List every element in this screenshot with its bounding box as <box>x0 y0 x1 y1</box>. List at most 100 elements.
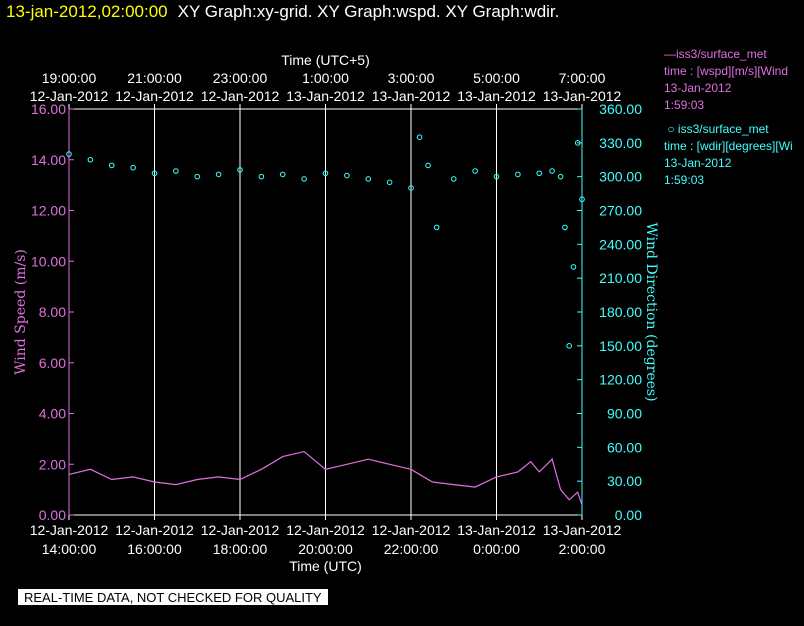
top-tick-date: 13-Jan-2012 <box>372 88 451 104</box>
right-tick-label: 120.00 <box>599 372 642 388</box>
left-tick-label: 12.00 <box>31 203 66 219</box>
bottom-tick-time: 20:00:00 <box>298 541 353 557</box>
wind-direction-point <box>322 170 329 177</box>
wind-direction-point <box>557 173 564 180</box>
left-tick-label: 14.00 <box>31 152 66 168</box>
left-tick-label: 2.00 <box>39 456 66 472</box>
wind-direction-point <box>194 173 201 180</box>
wind-direction-point <box>279 171 286 178</box>
top-tick-time: 19:00:00 <box>42 70 97 86</box>
wind-direction-point <box>566 343 572 349</box>
bottom-tick-time: 14:00:00 <box>42 541 97 557</box>
legend-wspd-date: 13-Jan-2012 <box>664 81 732 95</box>
wind-direction-point <box>237 167 243 173</box>
bottom-tick-time: 18:00:00 <box>213 541 268 557</box>
bottom-tick-date: 13-Jan-2012 <box>543 522 622 538</box>
right-tick-label: 360.00 <box>599 101 642 117</box>
bottom-tick-time: 2:00:00 <box>559 541 606 557</box>
wind-direction-point <box>151 170 158 177</box>
timestamp: 13-jan-2012,02:00:00 <box>6 2 168 21</box>
top-tick-date: 12-Jan-2012 <box>30 88 109 104</box>
wind-direction-point <box>386 179 393 186</box>
wind-direction-point <box>562 224 568 231</box>
left-axis-title: Wind Speed (m/s) <box>13 249 29 375</box>
wind-direction-point <box>574 140 581 146</box>
graph-title: XY Graph:xy-grid. XY Graph:wspd. XY Grap… <box>177 2 560 21</box>
top-tick-date: 13-Jan-2012 <box>286 88 365 104</box>
left-tick-label: 4.00 <box>39 406 66 422</box>
legend-wdir-time: 1:59:03 <box>664 173 705 187</box>
bottom-tick-date: 12-Jan-2012 <box>30 522 109 538</box>
wind-direction-point <box>365 176 372 182</box>
legend-wspd-var: time : [wspd][m/s][Wind <box>664 64 789 78</box>
quality-banner: REAL-TIME DATA, NOT CHECKED FOR QUALITY <box>18 589 328 605</box>
wind-direction-point <box>570 264 577 270</box>
left-tick-label: 10.00 <box>31 253 66 269</box>
wind-direction-point <box>301 176 307 182</box>
wind-direction-point <box>408 185 414 191</box>
right-tick-label: 270.00 <box>599 203 642 219</box>
wind-direction-point <box>258 173 265 180</box>
right-tick-label: 330.00 <box>599 135 642 151</box>
wind-direction-point <box>344 172 350 179</box>
top-tick-time: 23:00:00 <box>213 70 268 86</box>
top-tick-time: 7:00:00 <box>559 70 606 86</box>
wind-direction-point <box>108 162 115 169</box>
wind-speed-line <box>68 450 583 506</box>
right-tick-label: 240.00 <box>599 236 642 252</box>
top-tick-date: 13-Jan-2012 <box>457 88 536 104</box>
wind-direction-point <box>66 151 72 157</box>
right-tick-label: 150.00 <box>599 338 642 354</box>
wind-direction-point <box>515 171 521 178</box>
left-tick-label: 0.00 <box>39 507 66 523</box>
top-tick-time: 5:00:00 <box>473 70 520 86</box>
legend-wspd-name: —iss3/surface_met <box>664 47 767 61</box>
wind-direction-point <box>472 168 478 174</box>
wind-direction-point <box>215 171 222 178</box>
legend-wspd-time: 1:59:03 <box>664 98 705 112</box>
legend-wdir-date: 13-Jan-2012 <box>664 156 732 170</box>
left-tick-label: 8.00 <box>39 304 66 320</box>
wind-direction-point <box>433 224 440 231</box>
wind-direction-point <box>579 196 585 203</box>
right-tick-label: 60.00 <box>607 439 642 455</box>
legend-wdir-name: ○ iss3/surface_met <box>664 122 769 136</box>
left-tick-label: 6.00 <box>39 355 66 371</box>
right-tick-label: 180.00 <box>599 304 642 320</box>
legend-wdir-var: time : [wdir][degrees][Wi <box>664 139 793 153</box>
top-tick-date: 13-Jan-2012 <box>543 88 622 104</box>
wind-direction-point <box>87 156 94 163</box>
wind-direction-point <box>549 168 555 174</box>
left-tick-label: 16.00 <box>31 101 66 117</box>
bottom-tick-date: 13-Jan-2012 <box>457 522 536 538</box>
legend-wspd[interactable]: —iss3/surface_met time : [wspd][m/s][Win… <box>664 46 804 114</box>
top-tick-time: 21:00:00 <box>127 70 182 86</box>
right-tick-label: 30.00 <box>607 473 642 489</box>
bottom-tick-time: 0:00:00 <box>473 541 520 557</box>
wind-direction-point <box>173 168 179 174</box>
top-tick-time: 1:00:00 <box>302 70 349 86</box>
right-tick-label: 0.00 <box>615 507 642 523</box>
wind-direction-point <box>425 162 431 169</box>
bottom-tick-time: 16:00:00 <box>127 541 182 557</box>
right-tick-label: 210.00 <box>599 270 642 286</box>
wind-direction-point <box>130 164 136 171</box>
right-tick-label: 90.00 <box>607 406 642 422</box>
bottom-tick-date: 12-Jan-2012 <box>372 522 451 538</box>
bottom-tick-date: 12-Jan-2012 <box>115 522 194 538</box>
wind-direction-point <box>493 173 500 180</box>
top-axis-title: Time (UTC+5) <box>281 52 370 68</box>
bottom-tick-date: 12-Jan-2012 <box>201 522 280 538</box>
legend-wdir[interactable]: ○ iss3/surface_met time : [wdir][degrees… <box>664 121 804 189</box>
top-tick-date: 12-Jan-2012 <box>201 88 280 104</box>
bottom-tick-time: 22:00:00 <box>384 541 439 557</box>
wind-direction-point <box>450 176 457 182</box>
top-tick-date: 12-Jan-2012 <box>115 88 194 104</box>
header: 13-jan-2012,02:00:00 XY Graph:xy-grid. XY… <box>6 2 559 22</box>
bottom-axis-title: Time (UTC) <box>289 558 362 574</box>
wind-direction-point <box>416 134 423 140</box>
right-axis-title: Wind Direction (degrees) <box>643 222 659 401</box>
right-tick-label: 300.00 <box>599 169 642 185</box>
bottom-tick-date: 12-Jan-2012 <box>286 522 365 538</box>
